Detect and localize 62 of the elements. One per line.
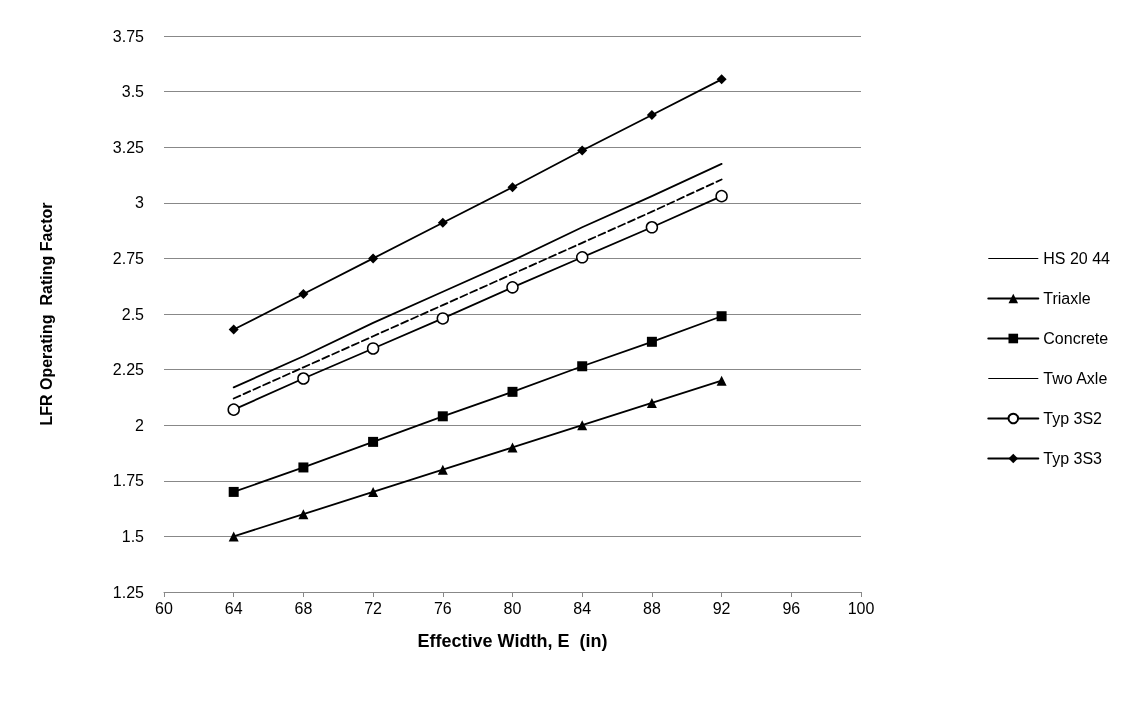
legend-label: Typ 3S2: [1043, 410, 1103, 427]
x-tick-label: 72: [364, 599, 383, 617]
point: [506, 281, 519, 294]
x-tick-label: 88: [643, 599, 661, 617]
x-tick-label: 60: [155, 599, 173, 617]
point: [716, 375, 727, 386]
point: [507, 386, 518, 397]
point: [577, 361, 588, 372]
x-tick-label: 76: [433, 599, 452, 617]
x-tick-label: 80: [503, 599, 522, 617]
point: [646, 397, 657, 408]
y-tick-label: 2.75: [112, 249, 145, 267]
x-tick-label: 92: [712, 599, 731, 617]
legend-label: Concrete: [1043, 330, 1109, 347]
point: [228, 324, 239, 335]
legend-label: Two Axle: [1043, 370, 1108, 387]
y-tick-label: 2.25: [112, 361, 145, 379]
x-tick-label: 100: [847, 599, 875, 617]
y-tick-label: 1.75: [112, 472, 145, 490]
point: [366, 342, 380, 355]
x-tick-label: 64: [224, 599, 243, 617]
point: [437, 464, 448, 475]
point: [507, 442, 518, 453]
point: [368, 486, 379, 497]
point: [577, 420, 588, 431]
y-axis-title: LFR Operating Rating Factor: [37, 202, 55, 426]
point: [575, 251, 589, 264]
legend-label: Typ 3S3: [1043, 450, 1103, 467]
point: [577, 145, 588, 156]
point: [436, 312, 450, 325]
point: [716, 311, 727, 322]
x-axis-title: Effective Width, E (in): [417, 631, 608, 651]
point: [646, 109, 657, 120]
x-tick-label: 84: [573, 599, 592, 617]
point: [646, 336, 657, 347]
point: [437, 411, 448, 422]
point: [227, 403, 240, 416]
point: [298, 462, 309, 473]
point: [368, 436, 379, 447]
y-tick-label: 3.75: [112, 27, 145, 45]
legend-label: HS 20 44: [1043, 250, 1111, 267]
y-tick-label: 1.5: [121, 527, 145, 545]
point: [716, 74, 727, 85]
y-tick-label: 3.25: [112, 138, 145, 156]
point: [298, 288, 309, 299]
point: [368, 253, 379, 264]
y-tick-label: 3.5: [121, 83, 145, 101]
point: [507, 182, 518, 193]
point: [645, 221, 659, 234]
point: [298, 509, 309, 520]
x-tick-label: 68: [294, 599, 313, 617]
x-tick-label: 96: [782, 599, 801, 617]
legend-label: Triaxle: [1043, 290, 1091, 307]
point: [437, 217, 448, 228]
point: [228, 531, 239, 542]
y-tick-label: 2: [135, 416, 145, 434]
y-tick-label: 3: [135, 194, 145, 212]
point: [297, 372, 310, 385]
y-tick-label: 2.5: [121, 305, 145, 323]
point: [715, 189, 728, 203]
point: [228, 486, 239, 497]
y-tick-label: 1.25: [112, 583, 145, 601]
